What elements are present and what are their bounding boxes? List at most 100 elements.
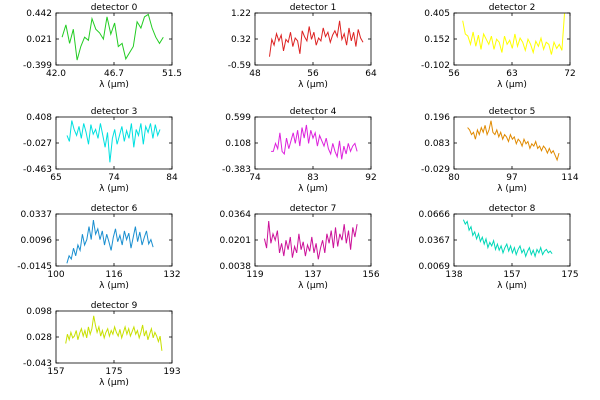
series-line [269,20,364,57]
y-tick-label: 0.152 [424,35,450,45]
x-tick-label: 157 [47,367,64,377]
plot-frame [453,213,571,267]
x-axis-label: λ (μm) [99,80,129,90]
x-axis-label: λ (μm) [298,80,328,90]
x-tick-label: 80 [448,173,460,183]
x-axis-label: λ (μm) [298,184,328,194]
panel-detector-0: detector 0 42.0 46.7 51.5 -0.399 0.021 0.442 λ … [23,3,182,90]
y-tick-label: 0.108 [225,139,251,149]
panel-title: detector 9 [91,301,138,311]
y-tick-label: 0.0201 [220,236,252,246]
plot-frame [254,116,372,170]
panel-detector-8: detector 8 138 157 175 0.0069 0.0367 0.0666 λ (… [419,204,579,291]
series-line [462,219,553,259]
x-tick-label: 72 [564,69,575,79]
plot-frame [254,213,372,267]
y-tick-label: 0.408 [26,113,52,123]
x-tick-label: 65 [50,173,61,183]
panel-title: detector 8 [489,204,536,214]
series-line [263,220,358,260]
x-tick-label: 92 [365,173,376,183]
panel-detector-7: detector 7 119 137 156 0.0038 0.0201 0.0364 λ (… [220,204,380,291]
x-tick-label: 137 [304,270,321,280]
plot-frame [55,12,173,66]
y-tick-label: 0.0096 [21,236,53,246]
x-tick-label: 175 [105,367,122,377]
x-tick-label: 193 [163,367,180,377]
y-tick-label: -0.383 [222,165,251,175]
plot-frame [453,116,571,170]
y-tick-label: 1.22 [231,9,251,19]
x-tick-label: 97 [506,173,517,183]
y-tick-label: -0.027 [23,139,52,149]
y-tick-label: -0.043 [23,359,52,369]
panel-detector-6: detector 6 100 116 132 -0.0145 0.0096 0.0337 λ … [17,204,180,291]
panel-detector-4: detector 4 74 83 92 -0.383 0.108 0.599 λ (μm) [222,107,377,194]
x-tick-label: 116 [105,270,122,280]
panel-title: detector 6 [91,204,138,214]
x-tick-label: 46.7 [104,69,124,79]
y-tick-label: -0.029 [421,165,450,175]
panel-detector-1: detector 1 48 56 64 -0.59 0.32 1.22 λ (μm) [228,3,377,90]
y-tick-label: 0.442 [26,9,52,19]
y-tick-label: 0.098 [26,307,52,317]
panel-title: detector 1 [290,3,337,13]
series-line [271,124,358,160]
panel-title: detector 7 [290,204,337,214]
x-tick-label: 64 [365,69,377,79]
x-tick-label: 48 [249,69,261,79]
x-tick-label: 74 [108,173,120,183]
y-tick-label: -0.0145 [17,262,52,272]
panel-title: detector 3 [91,107,138,117]
panel-detector-5: detector 5 80 97 114 -0.029 0.083 0.196 λ (μm) [421,107,579,194]
plot-frame [254,12,372,66]
y-tick-label: 0.0367 [419,236,451,246]
series-line [66,120,161,163]
x-tick-label: 119 [246,270,263,280]
y-tick-label: 0.32 [231,35,251,45]
x-tick-label: 114 [561,173,578,183]
y-tick-label: -0.463 [23,165,52,175]
x-tick-label: 74 [249,173,261,183]
x-axis-label: λ (μm) [497,80,527,90]
y-tick-label: -0.102 [421,61,450,71]
y-tick-label: 0.0666 [419,210,451,220]
x-tick-label: 132 [163,270,180,280]
x-tick-label: 138 [445,270,462,280]
x-tick-label: 51.5 [162,69,182,79]
x-tick-label: 157 [503,270,520,280]
series-line [61,13,164,61]
x-axis-label: λ (μm) [99,184,129,194]
x-tick-label: 100 [47,270,64,280]
panel-title: detector 4 [290,107,337,117]
x-axis-label: λ (μm) [298,281,328,291]
panel-detector-2: detector 2 56 63 72 -0.102 0.152 0.405 λ (μm) [421,3,576,90]
x-axis-label: λ (μm) [497,184,527,194]
y-tick-label: 0.0364 [220,210,252,220]
panel-title: detector 5 [489,107,536,117]
x-axis-label: λ (μm) [497,281,527,291]
y-tick-label: 0.021 [26,35,52,45]
x-axis-label: λ (μm) [99,281,129,291]
x-tick-label: 83 [307,173,318,183]
x-tick-label: 42.0 [46,69,66,79]
y-tick-label: 0.083 [424,139,450,149]
series-line [462,13,565,55]
y-tick-label: 0.0038 [220,262,252,272]
x-tick-label: 156 [362,270,379,280]
series-line [467,120,560,162]
x-tick-label: 175 [561,270,578,280]
y-tick-label: 0.599 [225,113,251,123]
y-tick-label: -0.399 [23,61,52,71]
y-tick-label: 0.0337 [21,210,53,220]
plot-frame [55,213,173,267]
panel-title: detector 0 [91,3,138,13]
x-tick-label: 56 [307,69,319,79]
x-tick-label: 56 [448,69,460,79]
y-tick-label: -0.59 [228,61,252,71]
y-tick-label: 0.196 [424,113,450,123]
x-tick-label: 84 [166,173,178,183]
y-tick-label: 0.028 [26,333,52,343]
panel-title: detector 2 [489,3,536,13]
